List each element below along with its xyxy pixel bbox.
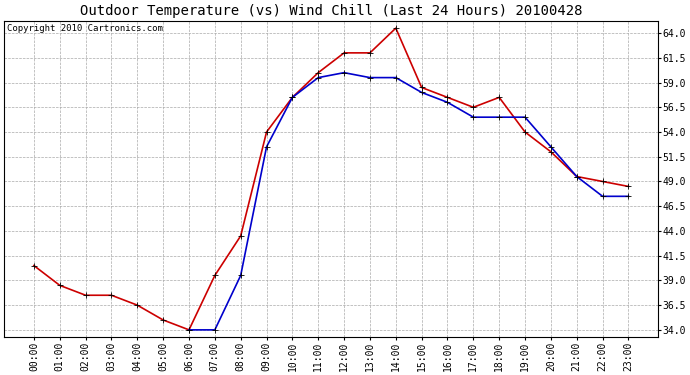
Title: Outdoor Temperature (vs) Wind Chill (Last 24 Hours) 20100428: Outdoor Temperature (vs) Wind Chill (Las… bbox=[80, 4, 582, 18]
Text: Copyright 2010 Cartronics.com: Copyright 2010 Cartronics.com bbox=[8, 24, 164, 33]
